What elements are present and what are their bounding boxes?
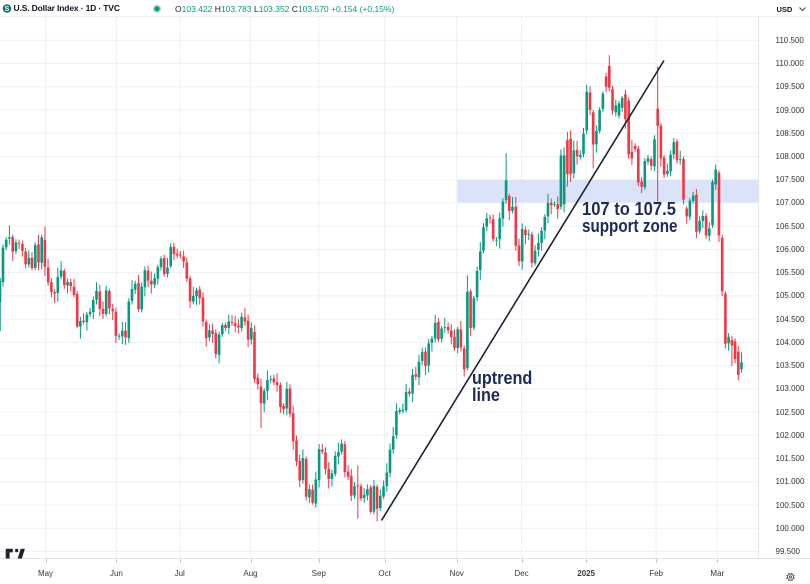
svg-text:S: S [5,6,10,13]
